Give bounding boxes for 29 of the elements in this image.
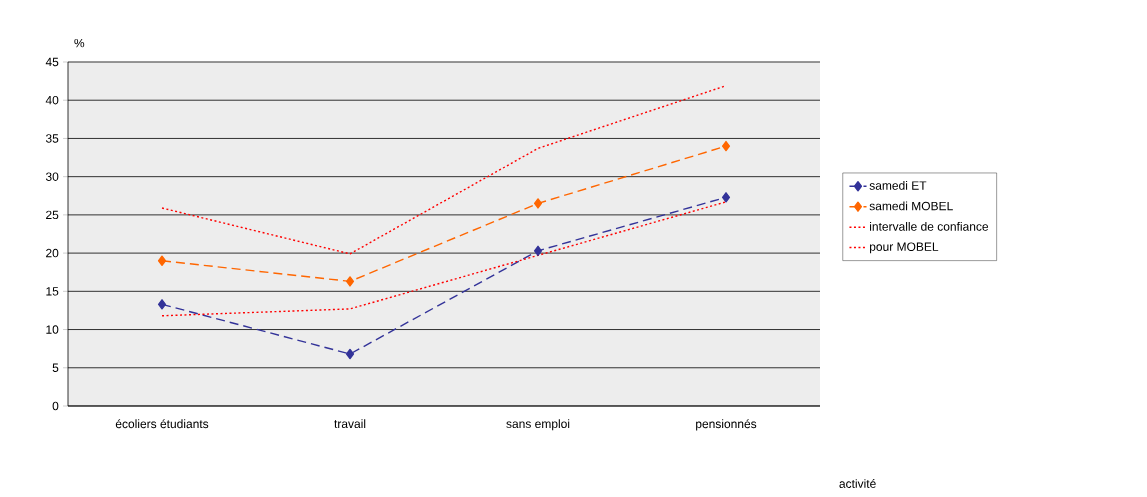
y-tick-label: 10 bbox=[46, 325, 59, 334]
point bbox=[157, 255, 167, 266]
y-axis-title: % bbox=[74, 38, 85, 48]
y-tick-label: 30 bbox=[45, 172, 59, 181]
point bbox=[721, 140, 731, 152]
x-tick-label: travail bbox=[334, 419, 366, 428]
y-tick-label: 35 bbox=[45, 134, 59, 143]
y-tick-label: 5 bbox=[52, 363, 59, 372]
point bbox=[721, 192, 731, 203]
x-tick-label: écoliers étudiants bbox=[115, 419, 209, 429]
y-tick-label: 0 bbox=[52, 401, 59, 411]
point bbox=[533, 245, 543, 257]
x-axis-title: activité bbox=[839, 478, 876, 488]
x-tick-label: pensionnés bbox=[696, 419, 757, 431]
y-tick-label: 25 bbox=[46, 210, 59, 220]
legend-label: samedi MOBEL bbox=[869, 201, 953, 211]
legend-label: pour MOBEL bbox=[870, 242, 939, 254]
y-tick-label: 20 bbox=[46, 248, 59, 258]
y-tick-label: 40 bbox=[45, 95, 59, 105]
point bbox=[345, 276, 355, 287]
legend-label: samedi ET bbox=[869, 180, 927, 190]
line-series bbox=[161, 84, 727, 255]
x-tick-label: sans emploi bbox=[506, 419, 570, 431]
y-tick-label: 45 bbox=[45, 57, 59, 67]
legend-label: intervalle de confiance bbox=[870, 221, 989, 231]
point bbox=[533, 198, 543, 209]
y-tick-label: 15 bbox=[46, 287, 59, 296]
point bbox=[345, 348, 355, 360]
point bbox=[157, 299, 167, 310]
